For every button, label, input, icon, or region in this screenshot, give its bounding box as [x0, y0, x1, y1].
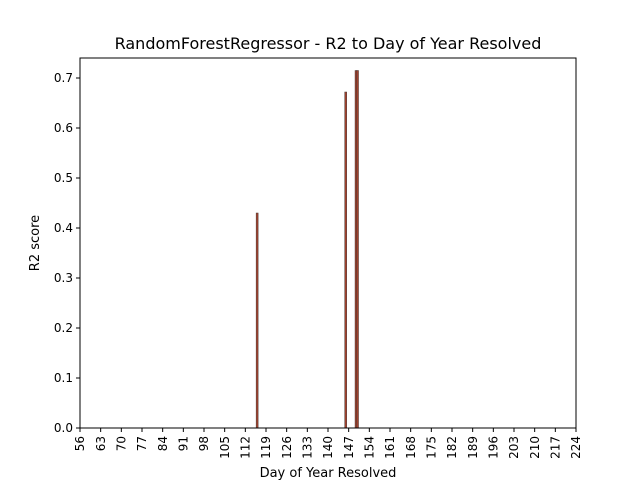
bar [356, 70, 359, 429]
x-tick-label: 77 [135, 436, 149, 451]
bar [255, 212, 259, 429]
y-tick-label: 0.0 [54, 421, 73, 435]
x-tick-label: 63 [94, 436, 108, 451]
x-tick-label: 161 [383, 436, 397, 459]
x-tick-label: 210 [528, 436, 542, 459]
x-tick-label: 147 [342, 436, 356, 459]
x-axis: 56 63 70 77 84 91 98 105 112 119 126 133 140 147 154 16… [73, 428, 583, 459]
x-tick-label: 175 [425, 436, 439, 459]
y-tick-label: 0.6 [54, 121, 73, 135]
x-tick-label: 217 [549, 436, 563, 459]
x-tick-label: 140 [321, 436, 335, 459]
x-tick-label: 98 [197, 436, 211, 451]
x-tick-label: 126 [280, 436, 294, 459]
x-axis-label: Day of Year Resolved [260, 466, 397, 480]
y-tick-label: 0.7 [54, 71, 73, 85]
x-tick-label: 56 [73, 436, 87, 451]
y-axis: 0.0 0.1 0.2 0.3 0.4 0.5 0.6 0.7 [54, 71, 80, 435]
y-tick-label: 0.4 [54, 221, 73, 235]
x-tick-label: 84 [156, 436, 170, 451]
y-tick-label: 0.3 [54, 271, 73, 285]
x-tick-label: 91 [177, 436, 191, 451]
x-tick-label: 196 [487, 436, 501, 459]
x-tick-label: 182 [445, 436, 459, 459]
x-tick-label: 112 [239, 436, 253, 459]
x-tick-label: 70 [115, 436, 129, 451]
bars [255, 70, 359, 429]
x-tick-label: 168 [404, 436, 418, 459]
chart-title: RandomForestRegressor - R2 to Day of Yea… [115, 34, 542, 53]
y-tick-label: 0.5 [54, 171, 73, 185]
x-tick-label: 154 [363, 436, 377, 459]
x-tick-label: 203 [507, 436, 521, 459]
y-axis-label: R2 score [28, 215, 43, 271]
x-tick-label: 119 [259, 436, 273, 459]
y-tick-label: 0.2 [54, 321, 73, 335]
x-tick-label: 224 [569, 436, 583, 459]
x-tick-label: 105 [218, 436, 232, 459]
x-tick-label: 189 [466, 436, 480, 459]
bar [344, 91, 347, 429]
x-tick-label: 133 [301, 436, 315, 459]
plot-frame [79, 57, 577, 429]
y-tick-label: 0.1 [54, 371, 73, 385]
